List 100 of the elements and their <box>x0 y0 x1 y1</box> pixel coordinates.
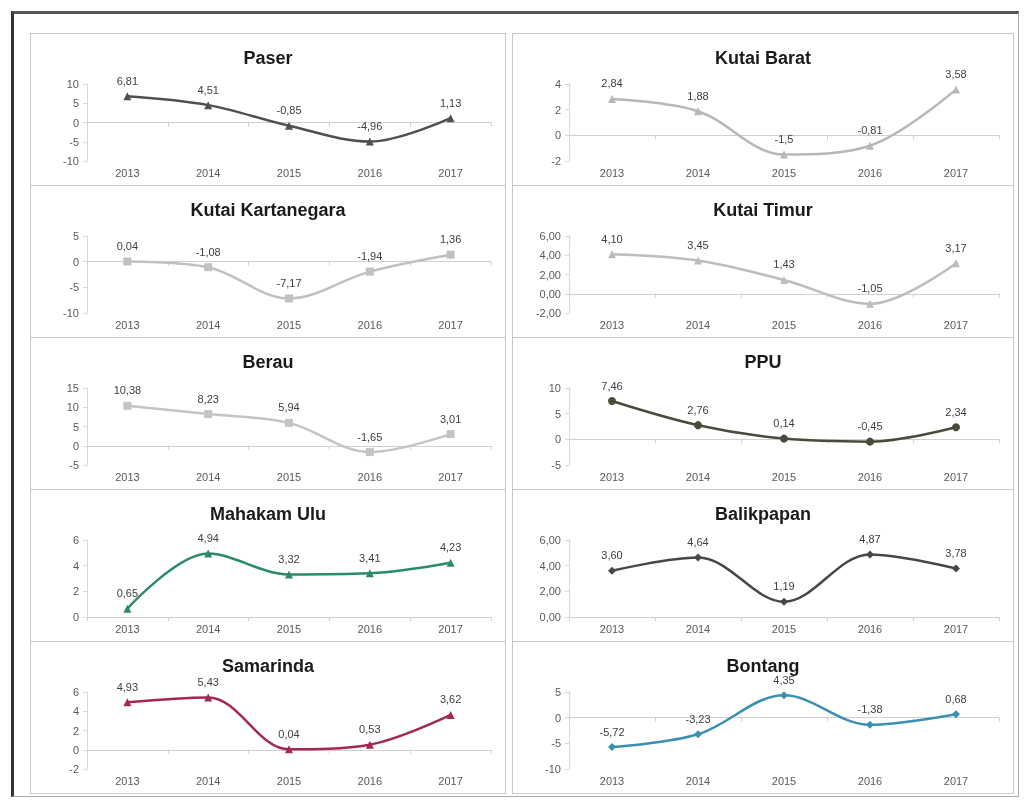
point <box>285 418 293 427</box>
y-tick-label: 4,00 <box>539 559 561 572</box>
y-tick-label: 2,00 <box>539 585 561 598</box>
y-tick-label: 6,00 <box>539 230 561 242</box>
y-tick-label: 4 <box>72 559 79 572</box>
x-tick-label: 2013 <box>115 774 140 787</box>
point <box>866 437 874 446</box>
x-tick-label: 2014 <box>685 166 711 179</box>
point <box>608 397 616 406</box>
y-tick-label: -10 <box>63 155 79 167</box>
data-label: 4,64 <box>687 535 709 548</box>
y-tick-label: 0,00 <box>539 287 561 300</box>
x-tick-label: 2016 <box>857 470 883 483</box>
point <box>780 150 788 159</box>
x-tick-label: 2015 <box>771 166 797 179</box>
data-label: 8,23 <box>197 392 219 405</box>
chart-title: Kutai Barat <box>714 48 812 68</box>
data-label: 4,87 <box>859 533 881 545</box>
x-tick-label: 2013 <box>599 166 625 179</box>
y-tick-label: 5 <box>72 97 79 110</box>
data-label: 5,43 <box>197 675 219 688</box>
point <box>866 141 874 150</box>
x-tick-label: 2013 <box>599 318 625 331</box>
x-tick-label: 2017 <box>943 622 969 635</box>
data-label: 1,88 <box>687 89 709 102</box>
data-label: 4,23 <box>439 541 462 554</box>
chart-title: PPU <box>744 352 782 372</box>
y-tick-label: 4 <box>554 78 561 90</box>
data-label: -0,81 <box>857 124 883 137</box>
y-tick-label: 0 <box>554 129 561 142</box>
y-tick-label: 5 <box>72 230 79 242</box>
x-tick-label: 2014 <box>685 774 711 787</box>
data-label: -0,85 <box>276 104 302 117</box>
point <box>952 259 960 268</box>
point <box>285 294 293 303</box>
data-label: 0,04 <box>116 239 139 252</box>
x-tick-label: 2017 <box>943 318 969 331</box>
x-tick-label: 2017 <box>943 774 969 787</box>
point <box>204 263 213 272</box>
x-tick-label: 2013 <box>115 166 140 179</box>
data-label: -0,45 <box>857 420 883 433</box>
point <box>952 710 960 719</box>
chart-title: Mahakam Ulu <box>209 504 327 524</box>
y-tick-label: 2,00 <box>539 268 561 281</box>
y-tick-label: 5 <box>554 407 561 420</box>
x-tick-label: 2013 <box>115 470 140 483</box>
data-label: 0,53 <box>359 723 381 736</box>
point <box>285 745 293 754</box>
data-label: 2,84 <box>601 77 623 90</box>
point <box>694 256 702 265</box>
x-tick-label: 2017 <box>438 318 463 331</box>
data-label: -1,94 <box>357 250 383 263</box>
x-tick-label: 2013 <box>115 622 140 635</box>
point <box>123 92 132 101</box>
point <box>204 410 213 419</box>
x-tick-label: 2013 <box>599 470 625 483</box>
y-tick-label: 0,00 <box>539 611 561 623</box>
chart-title: Kutai Kartanegara <box>190 200 347 220</box>
point <box>365 448 374 457</box>
chart-title: Kutai Timur <box>713 200 813 220</box>
y-tick-label: -2,00 <box>535 307 561 319</box>
data-label: 2,76 <box>687 403 709 416</box>
chart-title: Berau <box>242 352 294 372</box>
x-tick-label: 2013 <box>599 622 625 635</box>
data-label: 0,04 <box>278 727 300 740</box>
x-tick-label: 2015 <box>276 318 302 331</box>
x-tick-label: 2016 <box>357 470 383 483</box>
point <box>952 564 960 573</box>
y-tick-label: 0 <box>72 611 79 623</box>
y-tick-label: 0 <box>554 711 561 724</box>
point <box>285 121 293 130</box>
data-label: 4,94 <box>197 532 219 545</box>
y-tick-label: 6 <box>72 534 79 546</box>
x-tick-label: 2014 <box>195 470 221 483</box>
data-label: 3,62 <box>439 693 462 706</box>
x-tick-label: 2014 <box>685 318 711 331</box>
x-tick-label: 2016 <box>857 318 883 331</box>
x-tick-label: 2017 <box>438 622 463 635</box>
data-label: 7,46 <box>601 379 623 392</box>
x-tick-label: 2016 <box>357 622 383 635</box>
point <box>123 604 132 613</box>
point <box>952 423 960 432</box>
data-label: 3,45 <box>687 239 709 252</box>
y-tick-label: -5 <box>69 459 79 471</box>
y-tick-label: 0 <box>72 743 79 756</box>
chart-title: Samarinda <box>221 656 315 676</box>
point <box>365 740 374 749</box>
data-label: 4,93 <box>116 680 139 693</box>
data-label: 1,36 <box>439 233 462 246</box>
y-tick-label: -5 <box>69 135 79 148</box>
x-tick-label: 2017 <box>438 166 463 179</box>
data-label: 3,32 <box>278 552 300 565</box>
x-tick-label: 2014 <box>685 622 711 635</box>
y-tick-label: 5 <box>554 686 561 698</box>
y-tick-label: -2 <box>69 763 79 775</box>
point <box>365 137 374 146</box>
x-tick-label: 2014 <box>195 774 221 787</box>
data-label: -4,96 <box>357 120 383 133</box>
chart-title: Paser <box>243 48 293 68</box>
point <box>780 275 788 284</box>
